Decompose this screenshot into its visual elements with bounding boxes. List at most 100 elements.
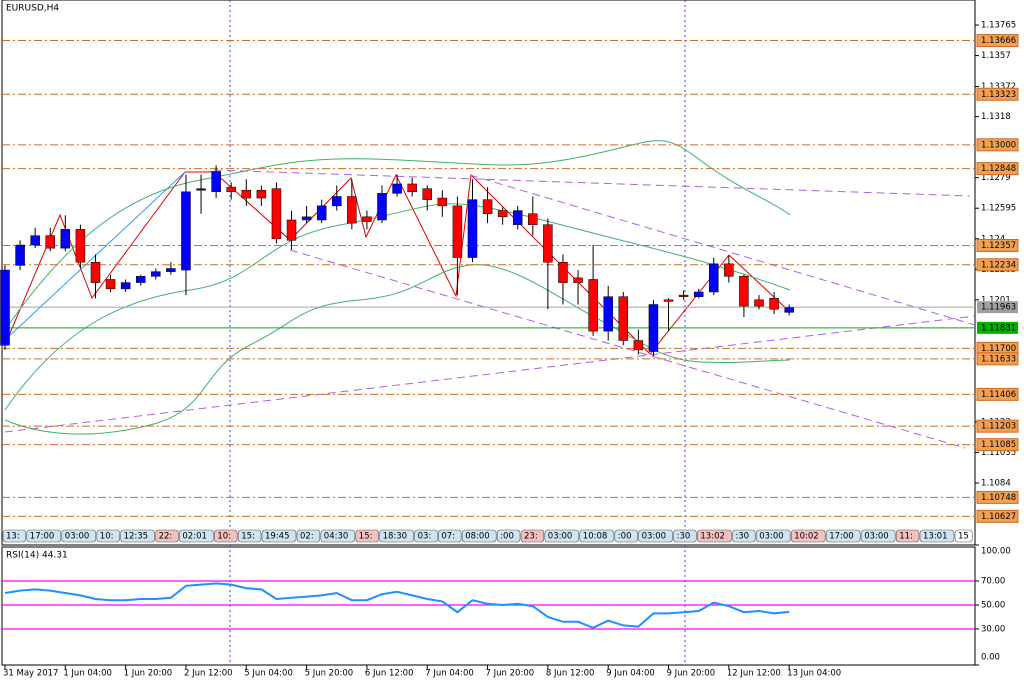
time-box-label: 08:00 (465, 532, 490, 542)
x-tick-label: 1 Jun 20:00 (124, 669, 173, 679)
candle-body (301, 216, 312, 221)
candle-body (151, 271, 161, 277)
time-box-label: 07: (441, 532, 455, 542)
candle-body (633, 340, 644, 351)
x-tick-label: 1 Jun 04:00 (63, 669, 112, 679)
trend-line (4, 315, 976, 433)
x-tick-label: 5 Jun 20:00 (305, 669, 354, 679)
candle-body (135, 276, 146, 283)
x-tick-label: 7 Jun 04:00 (425, 669, 474, 679)
rsi-pane (1, 546, 976, 666)
time-box-label: :00 (618, 532, 632, 542)
x-tick-label: 7 Jun 20:00 (486, 669, 535, 679)
y-tick-label: 0.00 (981, 653, 1000, 663)
candle-body (271, 188, 282, 240)
candle-body (693, 291, 704, 297)
candle-body (512, 210, 523, 225)
x-tick-label: 12 Jun 12:00 (727, 669, 781, 679)
level-box (976, 438, 1019, 452)
rsi-title: RSI(14) 44.31 (6, 551, 68, 561)
y-tick-label: 1.1318 (981, 112, 1011, 122)
time-box (96, 529, 120, 543)
candle-body (437, 197, 448, 207)
y-tick-label: 1.1201 (981, 295, 1011, 305)
candle-body (105, 279, 116, 290)
time-box-label: 17:00 (829, 532, 854, 542)
time-box (790, 529, 826, 543)
candle-body (120, 282, 131, 290)
time-box-label: 03:00 (759, 532, 784, 542)
time-box (579, 529, 615, 543)
price-label: 1.11831 (981, 323, 1016, 333)
candle-body (422, 188, 432, 200)
level-label: 1.12848 (981, 164, 1016, 174)
time-box-label: 18:30 (383, 532, 408, 542)
candle-body (75, 229, 86, 263)
time-box-label: 13:02 (700, 532, 725, 542)
x-tick-label: 5 Jun 04:00 (244, 669, 293, 679)
candle-body (724, 263, 734, 277)
candle-body (241, 189, 252, 199)
candle-body (60, 229, 71, 249)
level-label: 1.11633 (981, 354, 1016, 364)
time-box (379, 529, 414, 543)
x-tick-label: 8 Jun 12:00 (546, 669, 595, 679)
candle-body (407, 183, 417, 193)
y-tick-label: 70.00 (981, 577, 1005, 587)
time-box (520, 529, 545, 543)
y-tick-label: 1.12595 (981, 204, 1016, 214)
time-box-label: 23: (524, 532, 538, 542)
trend-line (213, 169, 971, 197)
time-box (614, 529, 638, 543)
candle-body (769, 298, 779, 310)
time-box (414, 529, 438, 543)
time-box (261, 529, 297, 543)
time-box (296, 529, 321, 543)
time-box (237, 529, 262, 543)
time-box-label: 03: (418, 532, 432, 542)
time-box-label: 13:01 (923, 532, 948, 542)
level-box (976, 258, 1019, 272)
time-box (320, 529, 356, 543)
time-box-label: 11: (899, 532, 913, 542)
time-box-label: 03:00 (65, 532, 90, 542)
time-box-label: 15 (958, 532, 969, 542)
candle-body (482, 199, 493, 214)
time-box (496, 529, 521, 543)
y-tick-label: 1.13765 (981, 21, 1016, 31)
x-tick-label: 2 Jun 12:00 (184, 669, 233, 679)
level-label: 1.11700 (981, 344, 1016, 354)
candle-body (739, 276, 749, 307)
candle-body (45, 235, 55, 249)
price-box (977, 321, 1018, 334)
time-box-label: 15: (241, 532, 255, 542)
level-label: 1.10748 (981, 493, 1016, 503)
time-box (638, 529, 673, 543)
time-box-label: 19:45 (265, 532, 290, 542)
candle-body (558, 261, 568, 283)
candle-body (678, 294, 689, 297)
candle-body (286, 219, 297, 241)
candle-body (196, 188, 206, 191)
level-label: 1.11203 (981, 422, 1016, 432)
y-tick-label: 1.1279 (981, 173, 1011, 183)
y-tick-label: 1.13372 (981, 82, 1016, 92)
price-box (977, 301, 1018, 314)
time-box (954, 529, 973, 543)
level-label: 1.13323 (981, 90, 1016, 100)
y-tick-label: 1.11035 (981, 448, 1016, 458)
x-tick-label: 13 Jun 04:00 (787, 669, 841, 679)
time-box-label: 03:00 (548, 532, 573, 542)
candle-body (256, 189, 267, 199)
time-box-label: 02: (300, 532, 314, 542)
candle-body (573, 277, 583, 283)
level-box (976, 352, 1019, 366)
bollinger-lower (4, 264, 791, 435)
time-box-label: 13: (6, 532, 20, 542)
zigzag (4, 171, 791, 355)
time-box-label: :00 (500, 532, 514, 542)
candle-body (316, 205, 327, 221)
time-box (697, 529, 732, 543)
